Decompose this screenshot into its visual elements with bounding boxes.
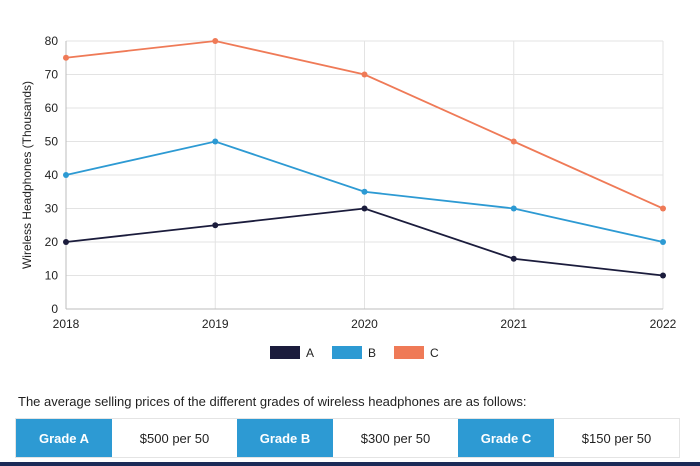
price-table: Grade A $500 per 50 Grade B $300 per 50 … [15,418,680,458]
y-tick-label: 30 [45,202,59,216]
grade-a-label: Grade A [16,419,112,457]
y-tick-label: 70 [45,68,59,82]
chart-legend: A B C [270,346,439,360]
x-tick-label: 2019 [202,317,229,331]
series-a-point [660,272,666,279]
x-tick-label: 2021 [500,317,527,331]
chart-axes: 0 10 20 30 40 50 60 70 80 2018 2019 2020 2021 2022 [45,34,677,331]
x-tick-label: 2020 [351,317,378,331]
y-tick-label: 20 [45,235,59,249]
y-tick-label: 80 [45,34,59,48]
series-b-point [510,205,517,212]
y-tick-label: 60 [45,101,59,115]
line-chart: 0 10 20 30 40 50 60 70 80 2018 2019 2020 2021 2022 A B… [20,34,677,360]
y-tick-label: 40 [45,168,59,182]
grade-a-price: $500 per 50 [139,430,210,446]
series-b-point [63,172,69,178]
series-b-point [212,138,219,145]
y-axis-label: Wireless Headphones (Thousands) [20,81,34,269]
series-a-point [361,205,368,212]
series-a-point [212,222,219,229]
series-c-point [212,38,219,44]
series-c-point [361,71,368,78]
y-tick-label: 0 [51,302,58,316]
series-c-point [510,138,517,145]
y-tick-label: 50 [45,135,59,149]
legend-label-c: C [430,346,439,360]
legend-swatch-b [332,346,362,359]
price-note: The average selling prices of the differ… [18,394,527,409]
bottom-strip [0,462,700,466]
series-b-point [361,188,368,195]
grade-b-label: Grade B [237,419,333,457]
y-tick-label: 10 [45,269,59,283]
x-tick-label: 2018 [53,317,80,331]
legend-label-b: B [368,346,376,360]
grade-c-label: Grade C [458,419,554,457]
legend-swatch-a [270,346,300,359]
series-c-point [660,205,666,212]
legend-label-a: A [306,346,314,360]
series-b-point [660,239,666,245]
series-a-point [510,255,517,262]
grade-c-price: $150 per 50 [581,430,652,446]
x-tick-label: 2022 [650,317,677,331]
chart-series [63,38,666,279]
series-c-point [63,54,69,61]
chart-grid [65,40,664,310]
grade-b-price: $300 per 50 [360,430,431,446]
legend-swatch-c [394,346,424,359]
series-a-point [63,239,69,245]
